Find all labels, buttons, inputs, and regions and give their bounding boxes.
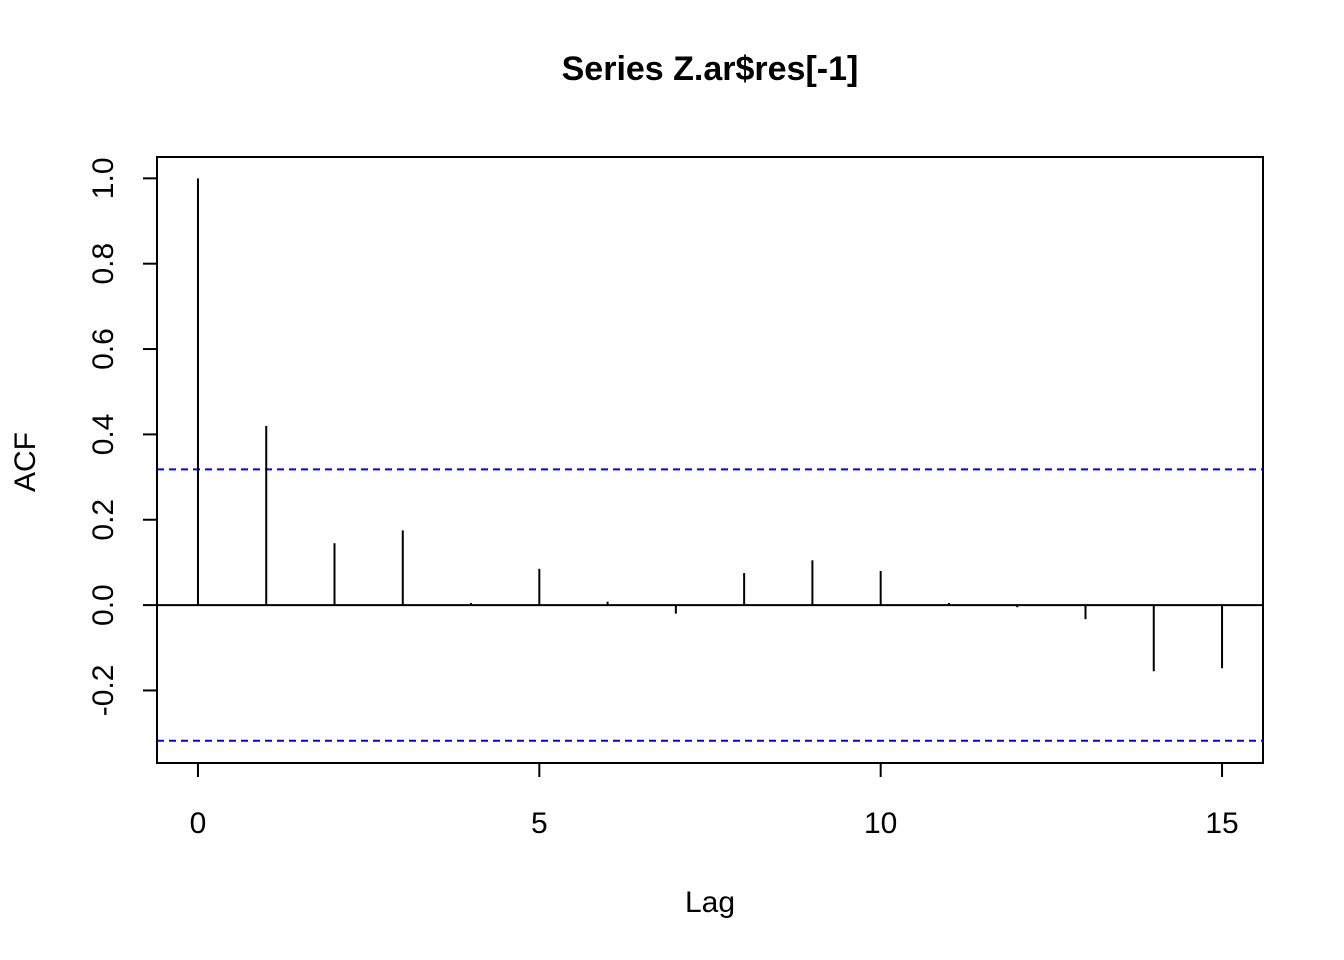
y-tick-label: 0.0 [87,584,120,626]
y-tick-label: 1.0 [87,157,120,199]
chart-marks: 0 5 10 15 -0.2 0.0 0.2 0.4 0.6 0.8 1.0 [87,157,1263,840]
y-tick-label: -0.2 [87,665,120,717]
chart-title: Series Z.ar$res[-1] [562,50,859,88]
x-tick-label: 5 [531,807,548,840]
x-tick-label: 15 [1205,807,1238,840]
x-axis-label: Lag [685,886,735,919]
x-tick-label: 0 [190,807,207,840]
plot-frame [156,156,1264,764]
y-tick-label: 0.8 [87,243,120,285]
y-tick-label: 0.6 [87,328,120,370]
y-tick-label: 0.2 [87,499,120,541]
y-tick-label: 0.4 [87,414,120,456]
y-axis-label: ACF [9,432,42,492]
x-tick-label: 10 [864,807,897,840]
